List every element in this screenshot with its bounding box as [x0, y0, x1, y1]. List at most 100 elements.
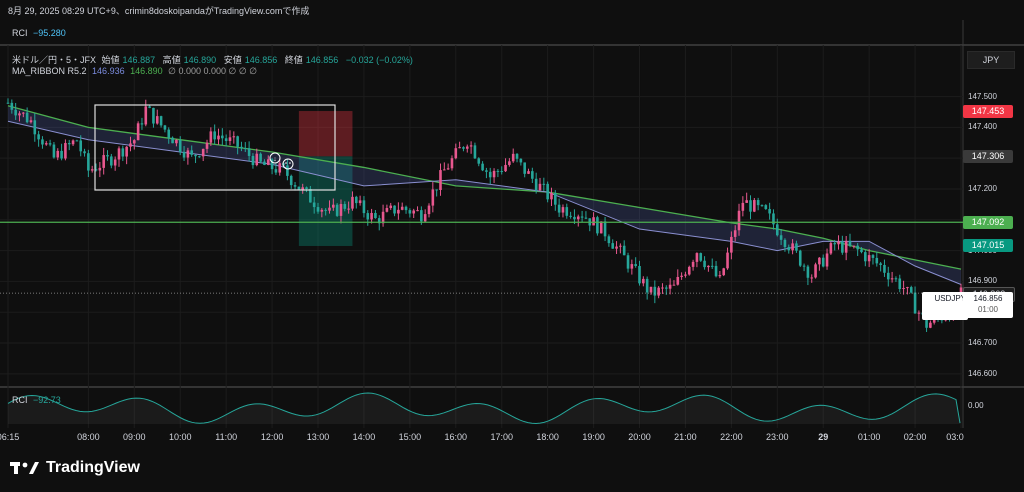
currency-button[interactable]: JPY: [967, 51, 1015, 69]
candle-body: [603, 221, 607, 237]
time-tick-label: 08:00: [77, 432, 100, 442]
low-label: 安値: [223, 55, 242, 65]
candle-body: [909, 287, 913, 293]
smiley-icon[interactable]: [282, 158, 294, 170]
candle-body: [75, 140, 79, 142]
candle-body: [370, 212, 373, 220]
candle-body: [573, 216, 576, 220]
candle-body: [906, 287, 909, 289]
candle-body: [875, 257, 879, 264]
candle-body: [48, 143, 52, 145]
candle-body: [485, 170, 488, 172]
candle-body: [266, 159, 270, 165]
tradingview-logo[interactable]: TradingView: [10, 459, 140, 477]
candle-body: [775, 224, 779, 236]
candle-body: [649, 286, 653, 293]
low-value: 146.856: [244, 55, 278, 65]
candle-body: [289, 175, 293, 186]
ma-ribbon-legend: MA_RIBBON R5.2 146.936 146.890 ∅ 0.000 0…: [12, 66, 260, 77]
candle-body: [722, 268, 726, 276]
price-tick-label: 146.700: [968, 338, 997, 348]
candle-body: [90, 169, 94, 171]
candle-body: [508, 161, 511, 165]
candle-body: [879, 263, 882, 265]
candle-body: [867, 255, 871, 262]
candle-body: [462, 147, 465, 149]
candle-body: [247, 148, 251, 156]
candle-body: [25, 112, 29, 123]
candle-body: [557, 204, 561, 213]
candle-body: [619, 245, 622, 247]
time-tick-label: 14:00: [352, 432, 376, 442]
position-tool[interactable]: [298, 111, 353, 246]
candle-body: [439, 170, 442, 191]
candle-body: [312, 202, 316, 208]
candle-body: [626, 255, 630, 269]
candle-body: [155, 116, 159, 124]
candle-body: [397, 209, 400, 214]
horizontal-lines[interactable]: [0, 221, 963, 294]
candle-body: [332, 204, 335, 208]
candle-body: [297, 186, 301, 190]
candle-body: [374, 212, 377, 219]
time-tick-label: 06:15: [0, 432, 20, 442]
time-tick-label: 02:00: [903, 432, 927, 442]
candle-body: [917, 312, 921, 314]
rectangle-drawing[interactable]: [94, 104, 336, 191]
candle-body: [818, 257, 821, 265]
replay-icon[interactable]: ↓: [269, 152, 281, 164]
current-price-value: 146.856: [973, 294, 1003, 303]
candle-body: [64, 143, 67, 159]
candle-body: [488, 171, 492, 178]
candle-body: [148, 106, 151, 108]
time-tick-label: 13:00: [306, 432, 330, 442]
candle-body: [44, 143, 48, 145]
candle-body: [224, 138, 228, 141]
candle-body: [576, 216, 580, 220]
candle-body: [661, 287, 664, 289]
candle-body: [707, 265, 710, 268]
candle-body: [519, 158, 523, 163]
candle-body: [615, 246, 618, 249]
candle-body: [791, 243, 794, 251]
candle-body: [753, 200, 756, 212]
ma-ribbon-name[interactable]: MA_RIBBON R5.2: [12, 66, 87, 76]
time-tick-label: 22:00: [720, 432, 743, 442]
candle-body: [205, 142, 209, 149]
candle-body: [798, 250, 802, 266]
candle-body: [802, 265, 806, 267]
candle-body: [385, 208, 389, 212]
candle-body: [278, 163, 282, 173]
rci-oscillator: [7, 392, 961, 424]
candle-body: [745, 200, 748, 203]
candle-body: [611, 243, 615, 249]
candle-body: [890, 278, 894, 280]
rci-fill: [8, 393, 961, 424]
candle-body: [152, 107, 155, 124]
current-price-tag: 146.856 01:00: [963, 292, 1013, 318]
symbol-name[interactable]: 米ドル／円・5・JFX: [12, 55, 97, 65]
candle-body: [41, 139, 44, 145]
candle-body: [810, 277, 814, 279]
candle-body: [550, 193, 553, 200]
time-tick-label: 15:00: [398, 432, 422, 442]
candle-body: [324, 209, 327, 211]
time-tick-label: 29: [818, 432, 829, 442]
candle-body: [14, 109, 17, 116]
candle-body: [408, 210, 412, 214]
time-tick-label: 17:00: [490, 432, 513, 442]
candle-body: [848, 240, 852, 246]
candle-body: [913, 292, 917, 314]
candle-body: [668, 284, 672, 289]
candle-body: [129, 143, 132, 147]
candle-body: [538, 183, 542, 191]
price-label-3: 147.015: [963, 239, 1013, 253]
candle-body: [695, 253, 699, 262]
candle-body: [171, 137, 174, 144]
candles: [6, 98, 963, 332]
candle-body: [159, 116, 163, 126]
candle-body: [194, 154, 197, 157]
close-label: 終値: [284, 55, 303, 65]
candle-body: [860, 249, 863, 253]
